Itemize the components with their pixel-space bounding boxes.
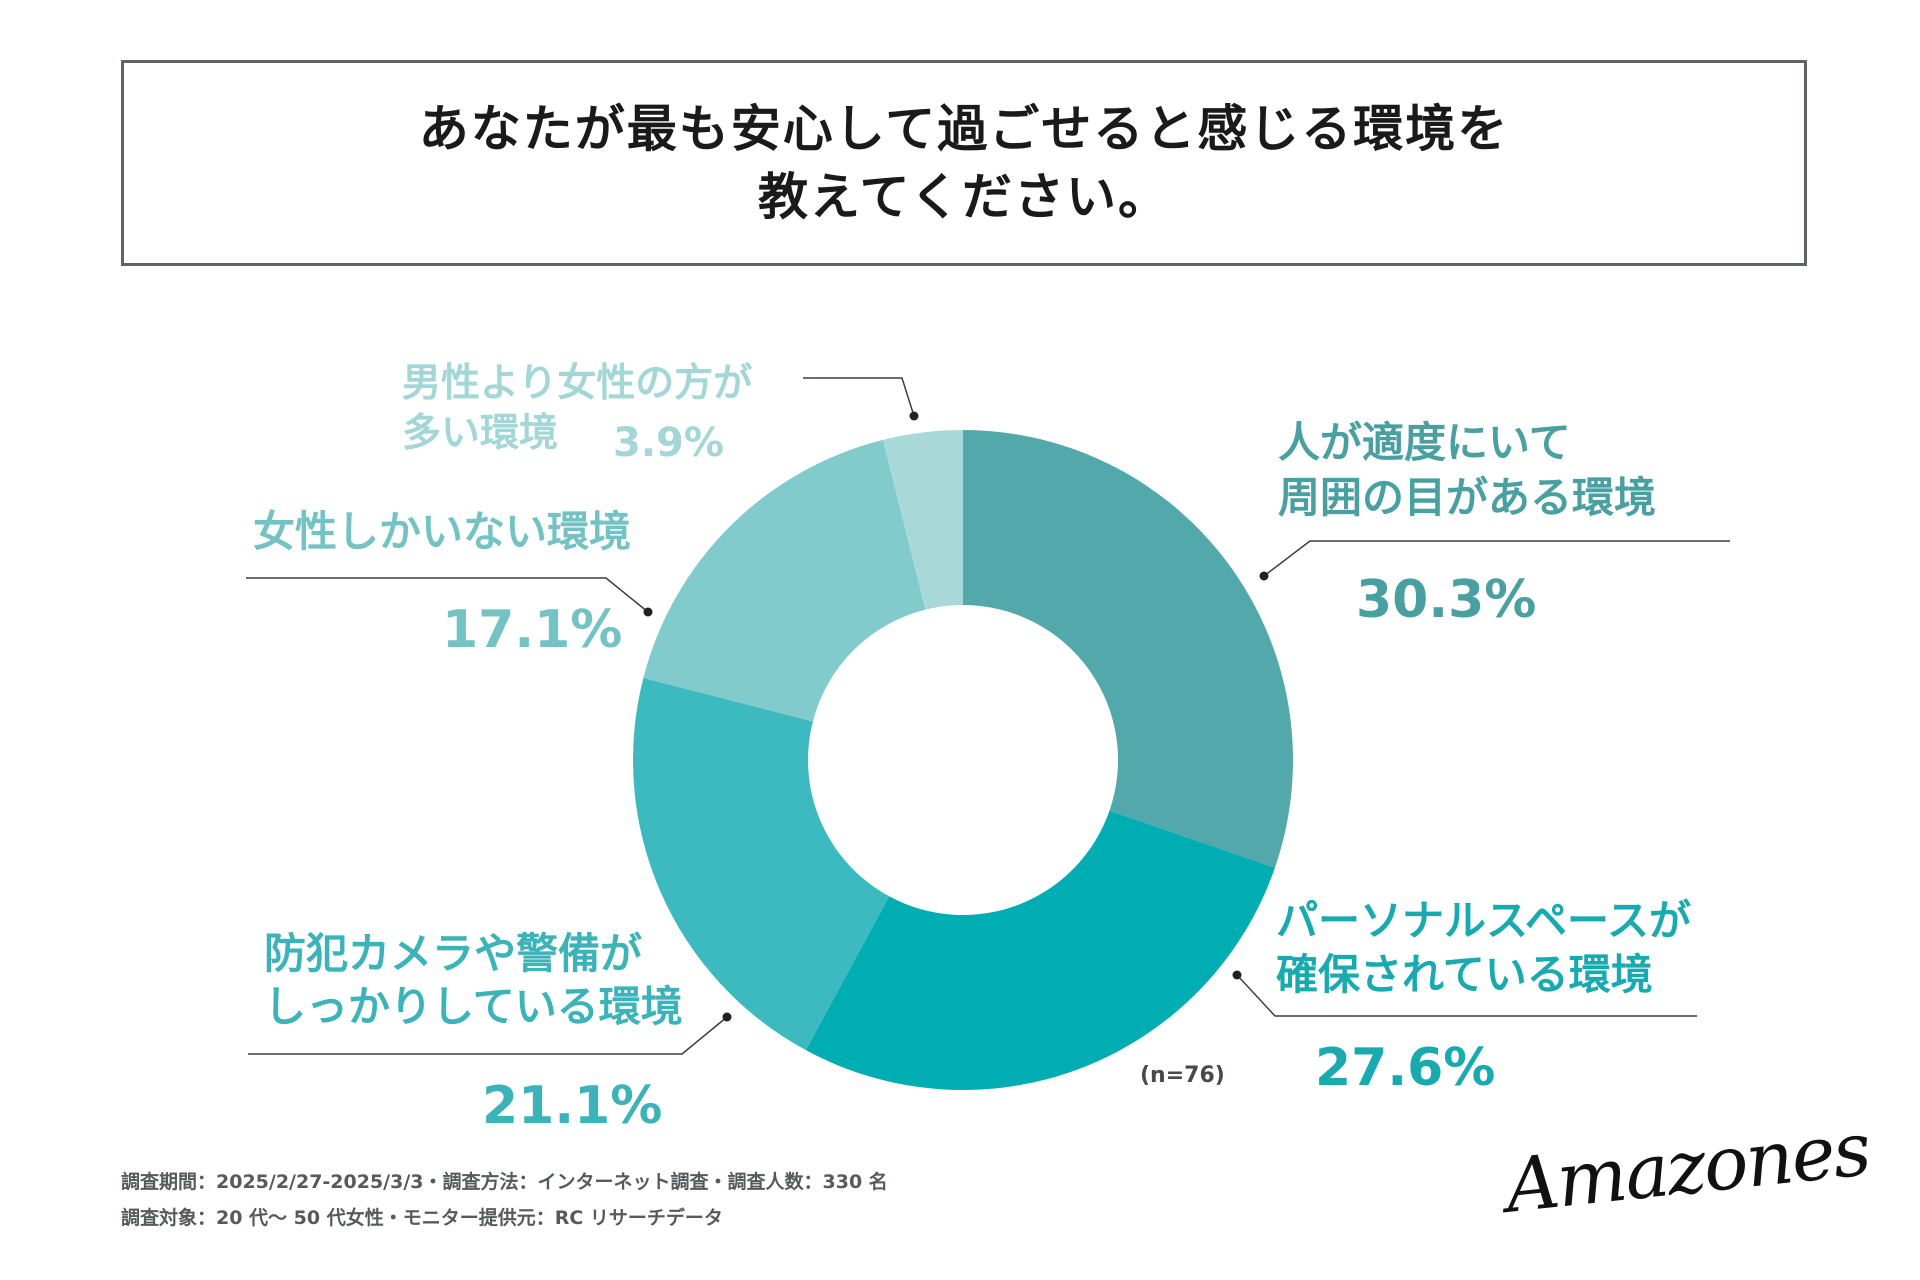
sample-size-label: (n=76) [1140, 1063, 1225, 1088]
donut-slice-4 [643, 439, 926, 722]
slice-label-2-line-1: パーソナルスペースが [1276, 896, 1691, 945]
title-box: あなたが最も安心して過ごせると感じる環境を 教えてください。 [121, 60, 1807, 266]
title-line-2: 教えてください。 [758, 168, 1170, 226]
slice-label-5-line-1: 男性より女性の方が [402, 361, 752, 406]
leader-dot-3 [722, 1012, 732, 1022]
donut-slice-3 [632, 677, 890, 1051]
leader-dot-4 [643, 607, 653, 617]
title-line-1: あなたが最も安心して過ごせると感じる環境を [418, 100, 1510, 158]
leader-dot-1 [1259, 571, 1269, 581]
slice-percent-1: 30.3% [1356, 570, 1536, 630]
slice-percent-2: 27.6% [1315, 1038, 1495, 1098]
donut-slice-5 [882, 430, 963, 610]
leader-line-1 [1263, 540, 1730, 577]
slice-percent-5: 3.9% [613, 420, 724, 466]
leader-dot-5 [909, 411, 919, 421]
leader-line-5 [803, 377, 915, 417]
leader-dot-2 [1232, 970, 1242, 980]
slice-label-3-line-2: しっかりしている環境 [264, 982, 683, 1031]
slice-percent-4: 17.1% [442, 600, 622, 660]
donut-slice-1 [963, 430, 1294, 868]
slice-label-4-line-1: 女性しかいない環境 [253, 507, 631, 556]
slice-label-5-line-2: 多い環境 [402, 411, 558, 456]
leader-line-4 [246, 577, 649, 613]
slice-label-1-line-2: 周囲の目がある環境 [1278, 473, 1656, 522]
slice-label-2-line-2: 確保されている環境 [1276, 950, 1653, 999]
slice-label-3-line-1: 防犯カメラや警備が [264, 929, 642, 978]
donut-slice-2 [805, 810, 1275, 1090]
footer-survey-line-2: 調査対象：20 代〜 50 代女性・モニター提供元：RC リサーチデータ [121, 1207, 723, 1229]
leader-line-2 [1236, 974, 1697, 1017]
slice-label-1-line-1: 人が適度にいて [1278, 418, 1571, 467]
leader-line-3 [248, 1016, 728, 1055]
slice-percent-3: 21.1% [482, 1076, 662, 1136]
footer-survey-line-1: 調査期間：2025/2/27-2025/3/3・調査方法：インターネット調査・調… [121, 1171, 888, 1193]
